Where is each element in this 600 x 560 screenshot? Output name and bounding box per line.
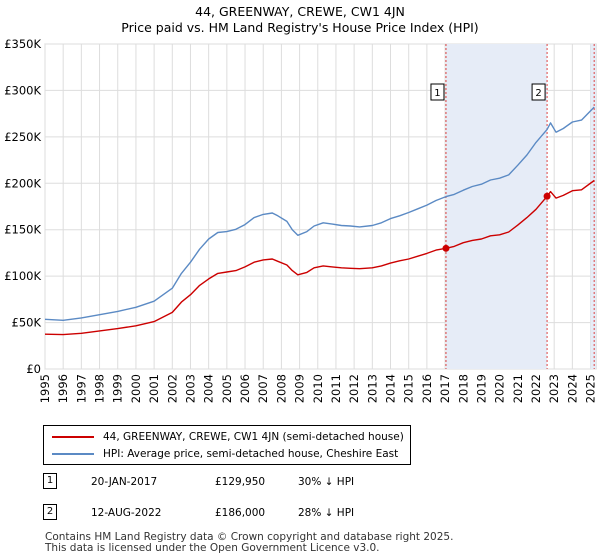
x-tick-label: 2022 xyxy=(529,374,543,403)
sale-label-number: 1 xyxy=(434,88,440,99)
sale-point xyxy=(543,192,551,200)
y-tick-label: £50K xyxy=(12,316,42,330)
legend-item-hpi: HPI: Average price, semi-detached house,… xyxy=(52,447,398,461)
transaction-number-badge: 2 xyxy=(43,504,57,520)
x-tick-label: 2025 xyxy=(584,374,598,403)
footer-licence: This data is licensed under the Open Gov… xyxy=(45,542,380,554)
x-tick-label: 2015 xyxy=(402,374,416,403)
x-tick-label: 2006 xyxy=(238,374,252,403)
x-tick-label: 2004 xyxy=(202,374,216,403)
transaction-price: £186,000 xyxy=(215,507,266,519)
x-tick-label: 2017 xyxy=(438,374,452,403)
x-tick-label: 2024 xyxy=(565,374,579,403)
x-tick-label: 2005 xyxy=(220,374,234,403)
sale-period-shading xyxy=(445,44,596,369)
x-tick-label: 2013 xyxy=(365,374,379,403)
x-tick-label: 2007 xyxy=(256,374,270,403)
transaction-number-badge: 1 xyxy=(43,473,57,489)
transaction-date: 12-AUG-2022 xyxy=(91,507,162,519)
x-tick-label: 2021 xyxy=(511,374,525,403)
legend-swatch-hpi xyxy=(52,453,94,455)
y-tick-label: £150K xyxy=(4,223,41,237)
x-tick-label: 2001 xyxy=(147,374,161,403)
x-tick-label: 2000 xyxy=(129,374,143,403)
x-tick-label: 2002 xyxy=(165,374,179,403)
x-tick-label: 1995 xyxy=(38,374,52,403)
series-lines xyxy=(44,106,595,336)
x-tick-label: 2023 xyxy=(547,374,561,403)
footer-copyright: Contains HM Land Registry data © Crown c… xyxy=(45,531,454,543)
legend-swatch-property xyxy=(52,436,94,438)
sale-label-number: 2 xyxy=(535,88,541,99)
transaction-date: 20-JAN-2017 xyxy=(91,476,158,488)
sale-period-band xyxy=(445,44,548,369)
x-tick-label: 2011 xyxy=(329,374,343,403)
y-axis-labels: £0 £50K £100K £150K £200K £250K £300K £350K xyxy=(4,37,41,376)
transaction-price: £129,950 xyxy=(215,476,266,488)
sale-label-box xyxy=(531,83,546,101)
chart-subtitle: Price paid vs. HM Land Registry's House … xyxy=(121,20,479,35)
legend: 44, GREENWAY, CREWE, CW1 4JN (semi-detac… xyxy=(43,425,411,465)
x-axis-labels: 1995 1996 1997 1998 1999 2000 2001 2002 2003 2004… xyxy=(38,374,598,403)
sale-point xyxy=(442,244,450,252)
y-tick-label: £100K xyxy=(4,269,41,283)
transaction-hpi-diff: 28% ↓ HPI xyxy=(298,507,355,519)
x-tick-label: 2020 xyxy=(493,374,507,403)
legend-label-hpi: HPI: Average price, semi-detached house,… xyxy=(103,448,399,460)
latest-period-band xyxy=(590,44,596,369)
y-tick-label: £300K xyxy=(4,83,41,97)
y-tick-label: £250K xyxy=(4,130,41,144)
property-series-line xyxy=(44,179,595,336)
x-tick-label: 2003 xyxy=(183,374,197,403)
legend-item-property: 44, GREENWAY, CREWE, CW1 4JN (semi-detac… xyxy=(52,430,404,444)
legend-label-property: 44, GREENWAY, CREWE, CW1 4JN (semi-detac… xyxy=(103,431,404,443)
x-tick-label: 1996 xyxy=(56,374,70,403)
y-tick-label: £350K xyxy=(4,37,41,51)
transaction-hpi-diff: 30% ↓ HPI xyxy=(298,476,355,488)
y-tick-label: £0 xyxy=(26,362,41,376)
x-tick-label: 2016 xyxy=(420,374,434,403)
x-tick-label: 2008 xyxy=(274,374,288,403)
x-tick-label: 2019 xyxy=(474,374,488,403)
sale-label-box xyxy=(430,83,445,101)
x-tick-label: 2009 xyxy=(293,374,307,403)
chart-title: 44, GREENWAY, CREWE, CW1 4JN xyxy=(195,4,405,19)
x-tick-label: 1999 xyxy=(111,374,125,403)
x-tick-label: 2018 xyxy=(456,374,470,403)
y-tick-label: £200K xyxy=(4,176,41,190)
x-tick-label: 2014 xyxy=(384,374,398,403)
x-tick-label: 2012 xyxy=(347,374,361,403)
x-tick-label: 1998 xyxy=(93,374,107,403)
x-tick-label: 2010 xyxy=(311,374,325,403)
footer: Contains HM Land Registry data © Crown c… xyxy=(45,532,453,554)
x-tick-label: 1997 xyxy=(74,374,88,403)
hpi-series-line xyxy=(44,106,595,321)
